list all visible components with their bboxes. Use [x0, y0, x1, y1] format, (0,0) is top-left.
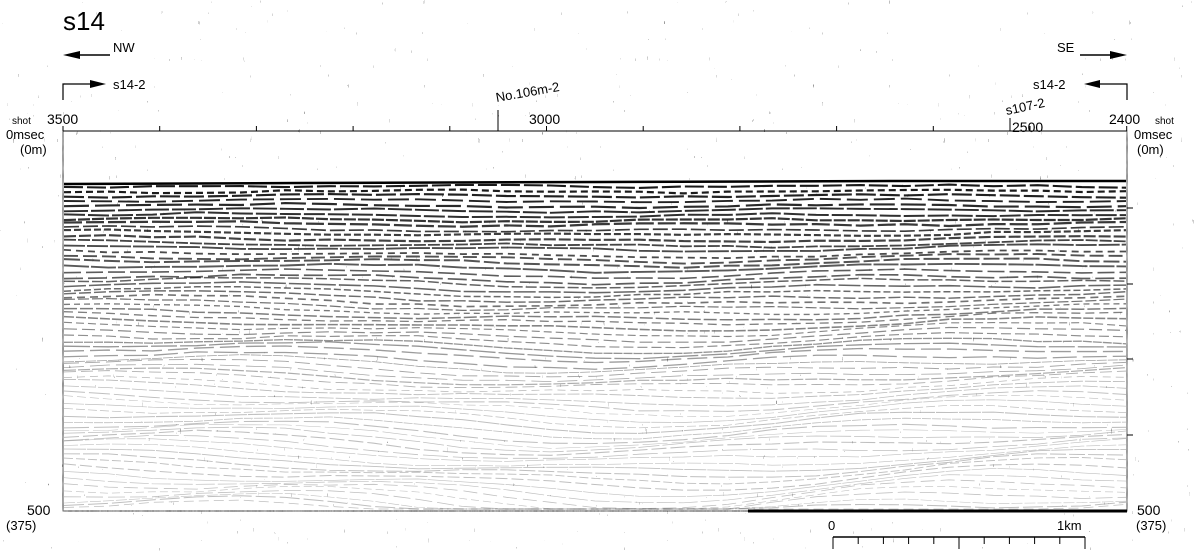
scale-end-label: 1km — [1057, 518, 1082, 533]
nw-arrow — [63, 51, 110, 59]
shot-word-left: shot — [12, 116, 31, 127]
top-depth-right: (0m) — [1137, 142, 1164, 157]
bottom-time-right: 500 — [1137, 502, 1161, 518]
shot-axis-ticks — [62, 126, 1128, 131]
direction-right-label: SE — [1057, 40, 1075, 55]
se-arrow — [1080, 51, 1127, 59]
reflection-field — [63, 182, 1127, 510]
cross-right-bracket — [1084, 80, 1128, 100]
direction-left-label: NW — [113, 40, 135, 55]
cross-line-right-label: s14-2 — [1033, 77, 1066, 92]
shot-2500-label: 2500 — [1012, 119, 1044, 135]
shot-word-right: shot — [1155, 116, 1174, 127]
scale-zero-label: 0 — [828, 518, 836, 533]
reflection-bands — [63, 183, 1127, 510]
shot-mid-label: 3000 — [529, 111, 561, 127]
profile-title: s14 — [63, 6, 105, 36]
scale-bar — [832, 536, 1086, 549]
shot-right-label: 2400 — [1109, 111, 1141, 127]
bottom-depth-right: (375) — [1136, 518, 1167, 533]
cross-line-left-label: s14-2 — [113, 77, 146, 92]
bottom-depth-left: (375) — [6, 518, 37, 533]
top-depth-left: (0m) — [20, 142, 47, 157]
top-time-right: 0msec — [1134, 127, 1173, 142]
bottom-time-left: 500 — [27, 502, 51, 518]
cross-left-bracket — [62, 80, 106, 100]
shot-left-label: 3500 — [47, 111, 79, 127]
top-time-left: 0msec — [6, 127, 45, 142]
seafloor-reflector — [63, 179, 1126, 186]
time-axis-ticks — [1127, 207, 1133, 436]
